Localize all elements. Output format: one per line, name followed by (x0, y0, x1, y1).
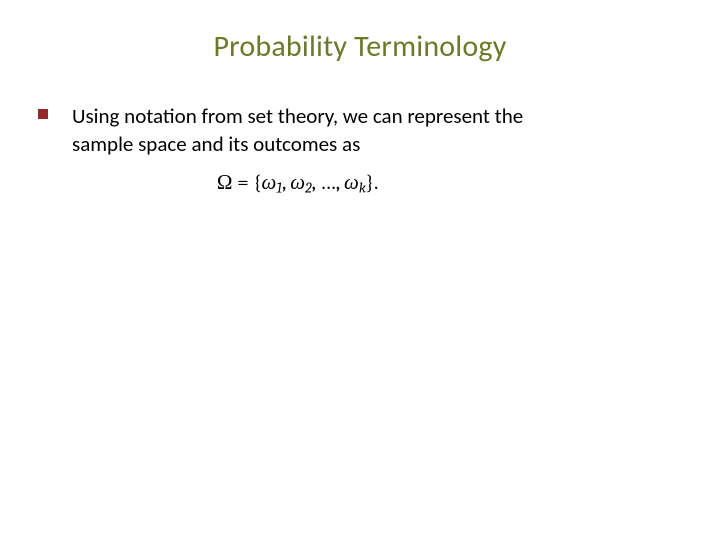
formula-omega-k: ω (344, 171, 359, 195)
bullet-line-1: Using notation from set theory, we can r… (72, 103, 523, 129)
formula-equals: = (233, 171, 254, 195)
formula-sep-3: , (336, 171, 344, 195)
formula-rbrace: }. (366, 171, 378, 195)
formula-lhs: Ω (217, 171, 233, 195)
slide-body: Using notation from set theory, we can r… (38, 102, 680, 198)
formula: Ω = {ω1, ω2, …, ωk}. (72, 169, 523, 198)
formula-sep-2: , (312, 171, 320, 195)
formula-sub-k: k (359, 179, 366, 196)
formula-ellipsis: … (320, 171, 336, 195)
formula-omega-1: ω (262, 171, 277, 195)
slide-title: Probability Terminology (0, 28, 720, 65)
bullet-text: Using notation from set theory, we can r… (72, 102, 523, 198)
square-bullet-icon (38, 109, 48, 119)
slide: Probability Terminology Using notation f… (0, 0, 720, 540)
formula-omega-2: ω (290, 171, 305, 195)
bullet-item: Using notation from set theory, we can r… (38, 102, 680, 198)
formula-lbrace: { (253, 171, 261, 195)
bullet-line-2: sample space and its outcomes as (72, 131, 360, 157)
